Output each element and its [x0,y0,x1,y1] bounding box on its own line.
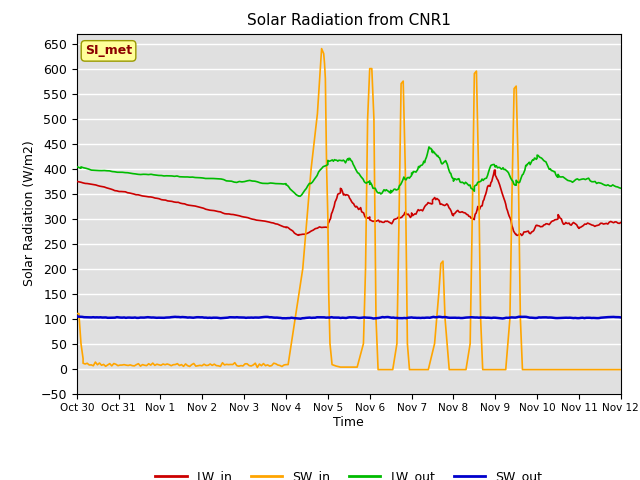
Title: Solar Radiation from CNR1: Solar Radiation from CNR1 [247,13,451,28]
SW_in [155,362,163,368]
SW_out [397,315,404,321]
LW_in [490,167,498,173]
SW_out [297,316,305,322]
LW_out [469,187,477,192]
LW_out [296,193,304,199]
SW_in [260,360,268,366]
LW_out [485,169,493,175]
LW_out [527,160,535,166]
LW_in [617,219,625,225]
Text: SI_met: SI_met [85,44,132,58]
LW_in [518,233,525,239]
Line: SW_in: SW_in [77,48,621,370]
Line: LW_in: LW_in [77,170,621,236]
LW_in [356,205,364,211]
X-axis label: Time: Time [333,416,364,429]
SW_out [617,314,625,320]
SW_out [408,314,415,320]
SW_out [73,313,81,319]
Line: LW_out: LW_out [77,147,621,196]
SW_out [75,314,83,320]
SW_in [424,367,432,372]
LW_in [548,218,556,224]
SW_in [381,367,389,372]
SW_out [399,315,406,321]
LW_out [425,144,433,150]
LW_out [184,174,191,180]
SW_in [617,367,625,372]
LW_in [234,213,241,218]
LW_out [500,167,508,172]
Line: SW_out: SW_out [77,316,621,319]
SW_in [92,359,99,365]
SW_out [568,315,575,321]
LW_out [617,185,625,191]
LW_in [94,183,102,189]
SW_in [317,46,325,51]
LW_in [73,179,81,184]
SW_in [219,360,227,366]
LW_in [548,219,556,225]
LW_out [73,164,81,169]
SW_out [533,315,541,321]
SW_in [374,367,382,372]
Legend: LW_in, SW_in, LW_out, SW_out: LW_in, SW_in, LW_out, SW_out [150,465,547,480]
SW_in [73,311,81,316]
LW_in [366,214,374,220]
LW_out [510,181,518,187]
Y-axis label: Solar Radiation (W/m2): Solar Radiation (W/m2) [22,141,35,287]
